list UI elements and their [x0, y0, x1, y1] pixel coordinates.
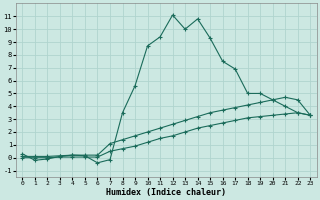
X-axis label: Humidex (Indice chaleur): Humidex (Indice chaleur) — [106, 188, 226, 197]
